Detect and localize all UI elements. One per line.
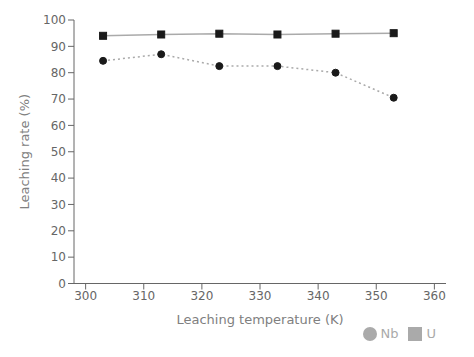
svg-text:Leaching temperature (K): Leaching temperature (K) — [176, 312, 343, 327]
svg-text:70: 70 — [51, 92, 66, 106]
svg-text:320: 320 — [190, 289, 213, 303]
svg-text:60: 60 — [51, 119, 66, 133]
svg-text:310: 310 — [132, 289, 155, 303]
svg-text:Leaching rate (%): Leaching rate (%) — [17, 94, 32, 210]
svg-text:10: 10 — [51, 250, 66, 264]
svg-text:330: 330 — [249, 289, 272, 303]
svg-text:340: 340 — [307, 289, 330, 303]
svg-text:100: 100 — [43, 13, 66, 27]
svg-text:30: 30 — [51, 198, 66, 212]
svg-text:0: 0 — [58, 277, 66, 291]
svg-text:80: 80 — [51, 66, 66, 80]
svg-text:90: 90 — [51, 40, 66, 54]
svg-text:360: 360 — [423, 289, 446, 303]
svg-text:50: 50 — [51, 145, 66, 159]
svg-text:350: 350 — [365, 289, 388, 303]
svg-text:20: 20 — [51, 224, 66, 238]
html-text:U: U — [426, 325, 436, 341]
svg-text:300: 300 — [74, 289, 97, 303]
html-text:Nb: Nb — [380, 325, 399, 341]
svg-text:40: 40 — [51, 171, 66, 185]
